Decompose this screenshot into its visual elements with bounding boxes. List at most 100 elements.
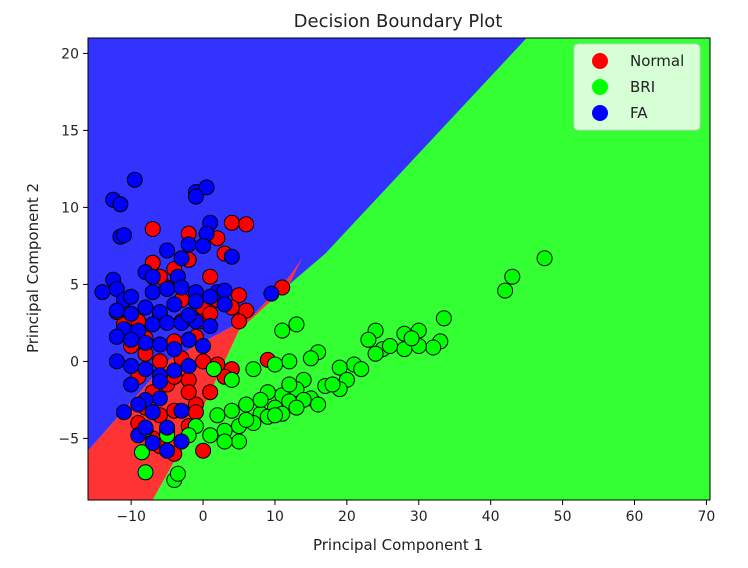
point-bri <box>238 396 255 413</box>
point-bri <box>205 361 222 378</box>
point-fa <box>144 435 161 451</box>
point-fa <box>173 279 190 296</box>
point-normal <box>223 214 240 231</box>
point-fa <box>159 242 176 259</box>
legend-label-bri: BRI <box>630 78 655 96</box>
point-bri <box>238 411 255 428</box>
point-fa <box>195 338 212 354</box>
legend-marker-fa <box>592 105 608 121</box>
y-tick-label: 10 <box>61 200 79 216</box>
point-normal <box>202 268 219 285</box>
point-fa <box>144 268 161 285</box>
point-bri <box>267 407 283 424</box>
point-fa <box>159 442 176 459</box>
y-axis-ticks: −5 0 5 10 15 20 <box>58 46 88 447</box>
point-fa <box>187 293 204 310</box>
x-tick-label: 0 <box>199 509 208 525</box>
legend-marker-normal <box>592 53 608 69</box>
point-bri <box>302 350 319 367</box>
plot-frame <box>87 37 711 501</box>
region-fa <box>88 38 527 451</box>
point-normal <box>238 216 255 233</box>
point-bri <box>403 330 420 347</box>
point-bri <box>223 371 240 388</box>
point-fa <box>137 299 154 316</box>
point-bri <box>267 356 283 373</box>
point-fa <box>123 376 140 393</box>
point-fa <box>151 373 168 390</box>
point-normal <box>187 404 204 421</box>
y-tick-label: 5 <box>70 277 79 293</box>
point-bri <box>367 345 384 362</box>
point-fa <box>180 236 197 253</box>
point-bri <box>353 361 370 378</box>
point-bri <box>497 282 514 299</box>
point-normal <box>195 442 212 459</box>
x-axis-label: Principal Component 1 <box>313 536 483 554</box>
point-fa <box>123 358 140 374</box>
point-fa <box>166 341 183 358</box>
point-fa <box>159 419 176 436</box>
point-fa <box>137 419 154 436</box>
point-bri <box>536 250 553 267</box>
point-fa <box>123 331 140 348</box>
legend: Normal BRI FA <box>573 43 701 131</box>
point-fa <box>130 396 147 413</box>
x-axis-ticks: −10 0 10 20 30 40 50 60 70 <box>116 500 715 525</box>
x-tick-label: 70 <box>697 509 715 525</box>
point-normal <box>144 221 161 237</box>
legend-marker-bri <box>592 79 608 95</box>
point-fa <box>123 288 140 305</box>
point-bri <box>137 464 154 481</box>
point-fa <box>159 281 176 297</box>
point-bri <box>231 433 247 450</box>
point-fa <box>151 336 168 353</box>
scatter-points <box>94 171 553 488</box>
point-fa <box>187 188 204 205</box>
y-tick-label: 15 <box>61 123 79 139</box>
point-bri <box>216 433 233 450</box>
point-fa <box>173 250 190 267</box>
point-fa <box>112 196 129 213</box>
y-axis-label: Principal Component 2 <box>24 183 42 353</box>
x-tick-label: 40 <box>482 509 500 525</box>
x-tick-label: 30 <box>410 509 428 525</box>
point-bri <box>274 322 291 339</box>
point-bri <box>281 376 298 393</box>
point-bri <box>209 407 226 424</box>
point-fa <box>108 353 125 370</box>
point-fa <box>173 402 190 419</box>
y-tick-label: 0 <box>70 354 79 370</box>
point-bri <box>310 396 327 413</box>
point-normal <box>151 353 168 370</box>
legend-label-fa: FA <box>630 104 648 122</box>
point-fa <box>126 171 143 188</box>
point-fa <box>159 314 176 331</box>
point-bri <box>288 316 305 333</box>
point-fa <box>166 296 183 313</box>
point-fa <box>263 285 280 302</box>
x-tick-label: 50 <box>554 509 572 525</box>
point-fa <box>173 433 190 450</box>
point-fa <box>137 361 154 378</box>
point-bri <box>288 399 305 416</box>
point-bri <box>281 353 298 370</box>
x-tick-label: 20 <box>338 509 356 525</box>
point-bri <box>504 268 521 285</box>
point-fa <box>202 288 219 305</box>
point-fa <box>166 362 183 379</box>
point-fa <box>223 248 240 265</box>
point-normal <box>231 287 247 304</box>
point-bri <box>223 402 240 419</box>
point-bri <box>425 339 442 356</box>
point-bri <box>324 376 341 393</box>
legend-label-normal: Normal <box>630 52 684 70</box>
y-tick-label: 20 <box>61 46 79 62</box>
point-bri <box>169 465 186 482</box>
point-fa <box>216 282 233 299</box>
point-fa <box>216 296 233 313</box>
point-fa <box>123 305 140 322</box>
point-bri <box>382 338 398 354</box>
point-fa <box>116 227 132 244</box>
